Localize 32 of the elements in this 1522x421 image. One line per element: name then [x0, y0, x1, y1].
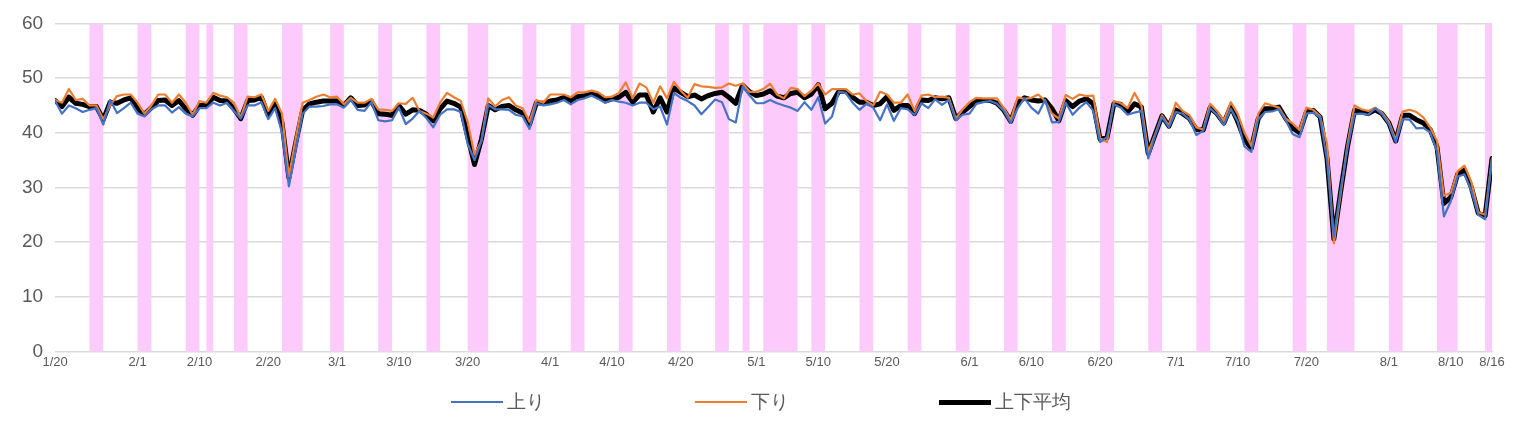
x-tick-label: 7/10	[1224, 353, 1251, 369]
x-tick-label: 3/1	[327, 353, 347, 369]
x-tick-label: 5/10	[805, 353, 831, 369]
x-tick-label: 1/20	[42, 353, 68, 369]
x-tick-label: 6/10	[1018, 353, 1045, 369]
x-tick-label: 8/10	[1438, 353, 1464, 369]
y-tick-label: 60	[21, 11, 44, 33]
x-tick-label: 5/1	[747, 353, 766, 369]
legend-label: 上り	[507, 389, 545, 414]
x-tick-label: 2/1	[128, 353, 147, 369]
x-tick-label: 2/10	[186, 353, 213, 369]
x-tick-label: 4/1	[541, 353, 560, 369]
x-tick-label: 4/20	[668, 353, 694, 369]
y-tick-label: 20	[21, 230, 44, 252]
x-tick-label: 4/10	[599, 353, 625, 369]
x-tick-label: 7/1	[1166, 353, 1185, 369]
x-tick-label: 6/1	[960, 353, 979, 369]
x-tick-label: 6/20	[1087, 353, 1113, 369]
legend-label: 上下平均	[995, 389, 1071, 414]
legend-label: 下り	[751, 389, 789, 414]
y-tick-label: 40	[21, 121, 44, 143]
x-tick-label: 2/20	[255, 353, 281, 369]
x-tick-label: 3/20	[454, 353, 481, 369]
y-tick-label: 0	[32, 339, 44, 361]
y-tick-label: 30	[21, 175, 44, 197]
y-tick-label: 10	[21, 285, 44, 307]
y-tick-label: 50	[21, 66, 44, 88]
x-tick-label: 7/20	[1293, 353, 1320, 369]
x-tick-label: 3/10	[386, 353, 412, 369]
x-tick-label: 8/1	[1379, 353, 1398, 369]
x-tick-label: 8/16	[1479, 353, 1505, 369]
x-tick-label: 5/20	[874, 353, 900, 369]
